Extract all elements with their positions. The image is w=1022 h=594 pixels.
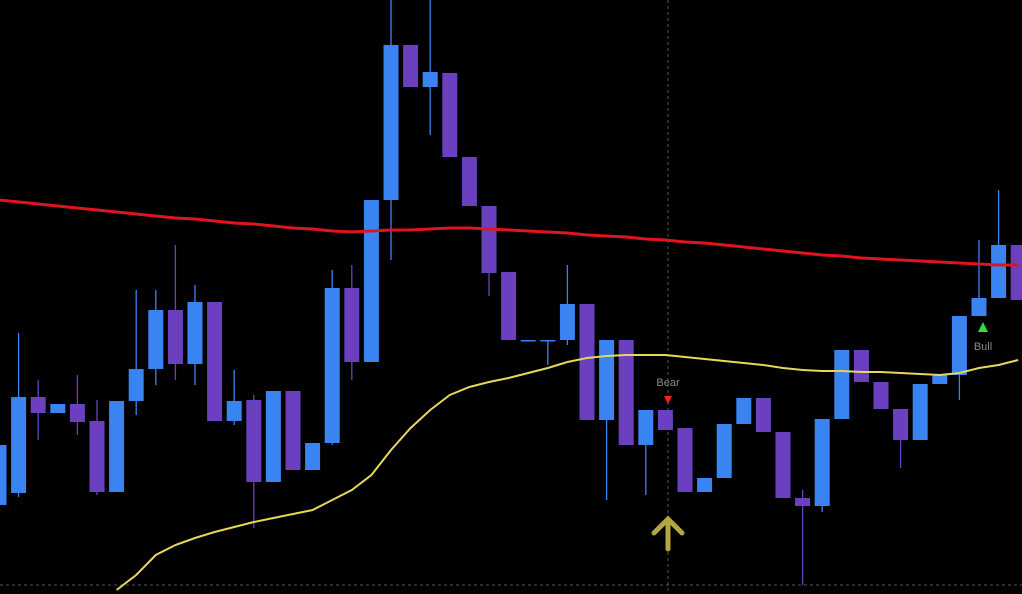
candle-body xyxy=(344,288,360,362)
candle-body xyxy=(167,310,183,364)
candle-body xyxy=(775,432,791,498)
candle-body xyxy=(697,478,713,492)
candle-body xyxy=(853,350,869,382)
candle-body xyxy=(422,72,438,87)
candle-body xyxy=(1010,245,1022,300)
moving-average-line xyxy=(115,354,1019,591)
candle-body xyxy=(893,409,909,440)
candle-body xyxy=(109,401,125,492)
candle-body xyxy=(932,375,948,384)
signal-label: Bear xyxy=(656,377,680,389)
candle-body xyxy=(442,73,458,157)
signal-marker xyxy=(978,322,988,332)
candle-body xyxy=(30,397,46,413)
candle-body xyxy=(187,302,203,364)
candle-body xyxy=(501,272,517,340)
candle-body xyxy=(657,410,673,430)
candle-body xyxy=(363,200,379,362)
candle-body xyxy=(128,369,144,401)
candle-body xyxy=(207,302,223,421)
candle-body xyxy=(912,384,928,440)
candle-body xyxy=(638,410,654,445)
candle-body xyxy=(540,340,556,342)
candle-body xyxy=(814,419,830,506)
candle-body xyxy=(11,397,27,493)
candle-body xyxy=(226,401,242,421)
candle-body xyxy=(520,340,536,342)
candle-body xyxy=(736,398,752,424)
candle-body xyxy=(265,391,281,482)
candle-body xyxy=(89,421,105,492)
candle-body xyxy=(559,304,575,340)
candle-body xyxy=(69,404,85,422)
candle-body xyxy=(716,424,732,478)
candle-body xyxy=(795,498,811,506)
candle-body xyxy=(246,400,262,482)
candle-body xyxy=(383,45,399,200)
candle-body xyxy=(599,340,615,420)
signal-marker xyxy=(664,396,672,404)
candle-body xyxy=(991,245,1007,298)
candle-body xyxy=(324,288,340,443)
candle-body xyxy=(403,45,419,87)
candle-body xyxy=(148,310,164,369)
candle-body xyxy=(285,391,301,470)
candle-body xyxy=(481,206,497,273)
candle-body xyxy=(755,398,771,432)
candle-body xyxy=(951,316,967,375)
candle-body xyxy=(305,443,321,470)
moving-average-line xyxy=(0,198,1019,267)
signal-label: Bull xyxy=(974,341,992,353)
candle-body xyxy=(461,157,477,206)
candle-body xyxy=(50,404,66,413)
candle-body xyxy=(971,298,987,316)
cursor-arrow xyxy=(651,515,685,552)
candle-body xyxy=(579,304,595,420)
candle-body xyxy=(834,350,850,419)
candle-body xyxy=(677,428,693,492)
candle-body xyxy=(873,382,889,409)
candle-body xyxy=(0,445,7,505)
candle-body xyxy=(618,340,634,445)
